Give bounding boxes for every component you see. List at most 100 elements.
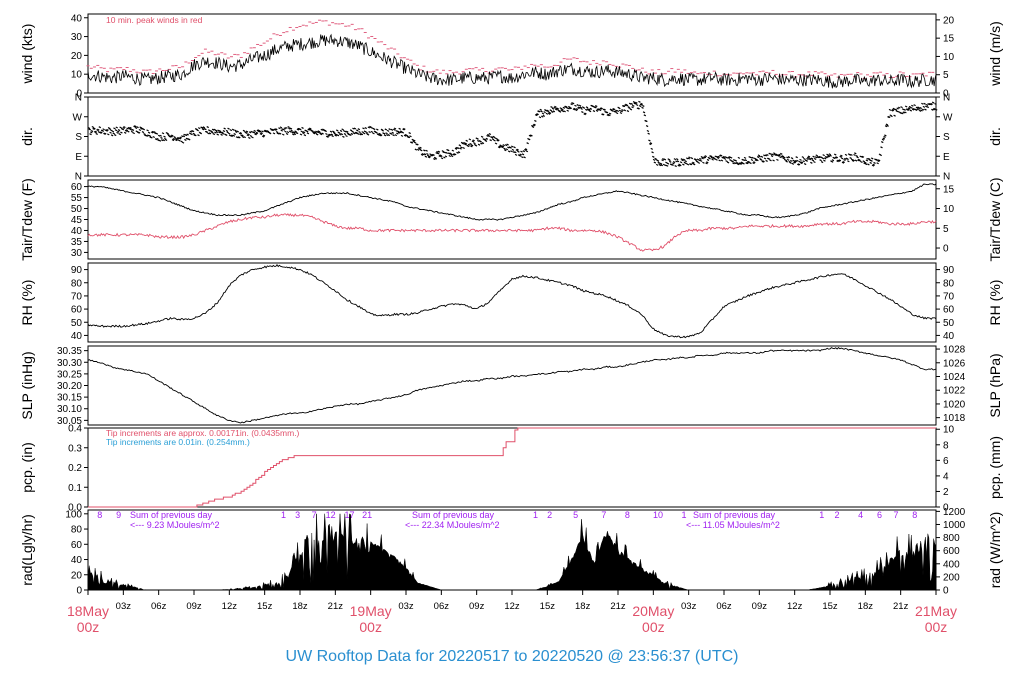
dir-mark: [518, 154, 522, 157]
x-tick-label: 09z: [469, 601, 485, 612]
dir-mark: [344, 130, 347, 133]
dir-mark: [164, 137, 167, 140]
dir-mark: [787, 156, 791, 159]
dir-mark: [651, 151, 654, 154]
dir-mark: [419, 146, 422, 149]
dir-mark: [839, 155, 842, 158]
rh-ytick-label: 60: [71, 305, 83, 316]
dir-mark: [608, 114, 611, 117]
dir-mark: [469, 142, 472, 146]
dir-mark: [776, 158, 779, 161]
dir-mark: [329, 130, 333, 133]
dir-mark: [296, 128, 300, 131]
rad-ytick-right-label: 400: [943, 559, 960, 570]
dir-mark: [205, 130, 209, 133]
dir-mark: [516, 148, 519, 151]
dir-mark: [488, 132, 492, 136]
temp-ytick-label: 50: [71, 204, 83, 215]
dir-mark: [666, 162, 670, 165]
dir-mark: [876, 162, 879, 165]
dir-mark: [794, 159, 798, 163]
dir-mark: [700, 155, 704, 159]
dir-mark: [846, 157, 849, 161]
dir-mark: [197, 134, 200, 137]
dir-mark: [481, 141, 485, 145]
dir-mark: [225, 129, 229, 133]
dir-ylabel: dir.: [19, 127, 35, 146]
x-day-hour-label: 00z: [642, 619, 665, 635]
dir-mark: [433, 158, 436, 161]
dir-mark: [436, 150, 439, 153]
dir-mark: [335, 129, 339, 132]
rad-hour-marker: 12: [326, 510, 336, 520]
dir-mark: [131, 128, 135, 131]
pcp-ytick-right-label: 8: [943, 440, 949, 451]
dir-mark: [283, 127, 287, 130]
rad-ytick-right-label: 800: [943, 533, 960, 544]
dir-mark: [727, 156, 731, 160]
x-tick-label: 18z: [858, 601, 874, 612]
dir-mark: [649, 142, 653, 145]
rad-day-sum: Sum of previous day: [412, 510, 495, 520]
dir-mark: [523, 156, 526, 159]
temp-ylabel: Tair/Tdew (F): [19, 178, 35, 260]
dir-mark: [921, 108, 925, 111]
dir-mark: [595, 109, 599, 112]
dir-mark: [158, 139, 162, 142]
dir-mark: [224, 133, 228, 136]
dir-mark: [255, 131, 259, 134]
dir-mark: [715, 158, 718, 161]
dir-mark: [638, 105, 642, 108]
dir-mark: [428, 155, 432, 158]
dir-mark: [901, 112, 904, 115]
dir-mark: [215, 130, 219, 134]
dir-mark: [893, 114, 896, 117]
dir-mark: [650, 147, 654, 150]
dir-mark: [424, 155, 428, 158]
dir-mark: [771, 153, 775, 156]
dir-mark: [736, 161, 739, 164]
dir-mark: [479, 140, 482, 143]
dir-mark: [838, 159, 842, 162]
dir-mark: [921, 102, 924, 105]
dir-mark: [156, 137, 159, 140]
x-day-hour-label: 00z: [925, 619, 948, 635]
dir-mark: [760, 155, 764, 158]
dir-mark: [807, 155, 811, 158]
dir-mark: [305, 130, 309, 133]
dir-mark: [842, 160, 845, 164]
dir-mark: [528, 134, 532, 137]
dir-mark: [251, 136, 254, 139]
rad-hour-marker: 1: [819, 510, 824, 520]
dir-mark: [743, 156, 747, 159]
dir-mark: [706, 161, 709, 164]
dir-mark: [918, 107, 921, 110]
dir-mark: [835, 156, 839, 159]
dir-mark: [191, 130, 195, 133]
dir-mark: [272, 132, 276, 135]
dir-mark: [847, 160, 850, 163]
wind-ylabel: wind (kts): [19, 24, 35, 85]
dir-mark: [271, 128, 275, 131]
dir-mark: [672, 160, 676, 164]
dir-mark: [848, 153, 852, 156]
dir-mark: [87, 127, 91, 130]
dir-mark: [623, 109, 627, 112]
dir-ytick-right-label: W: [943, 112, 953, 123]
dir-mark: [854, 159, 858, 162]
rad-hour-marker: 1: [681, 510, 686, 520]
wind-ytick-right-label: 20: [943, 15, 955, 26]
dir-mark: [729, 156, 733, 159]
dir-mark: [584, 112, 587, 115]
dir-mark: [778, 153, 782, 156]
dir-mark: [643, 114, 647, 117]
dir-mark: [903, 108, 906, 111]
x-tick-label: 09z: [186, 601, 202, 612]
slp-ylabel: SLP (inHg): [19, 351, 35, 419]
dir-mark: [913, 104, 916, 107]
dir-mark: [512, 151, 516, 154]
dir-mark: [914, 108, 918, 112]
dir-mark: [392, 134, 395, 137]
dir-mark: [749, 161, 752, 165]
dir-mark: [573, 107, 576, 110]
